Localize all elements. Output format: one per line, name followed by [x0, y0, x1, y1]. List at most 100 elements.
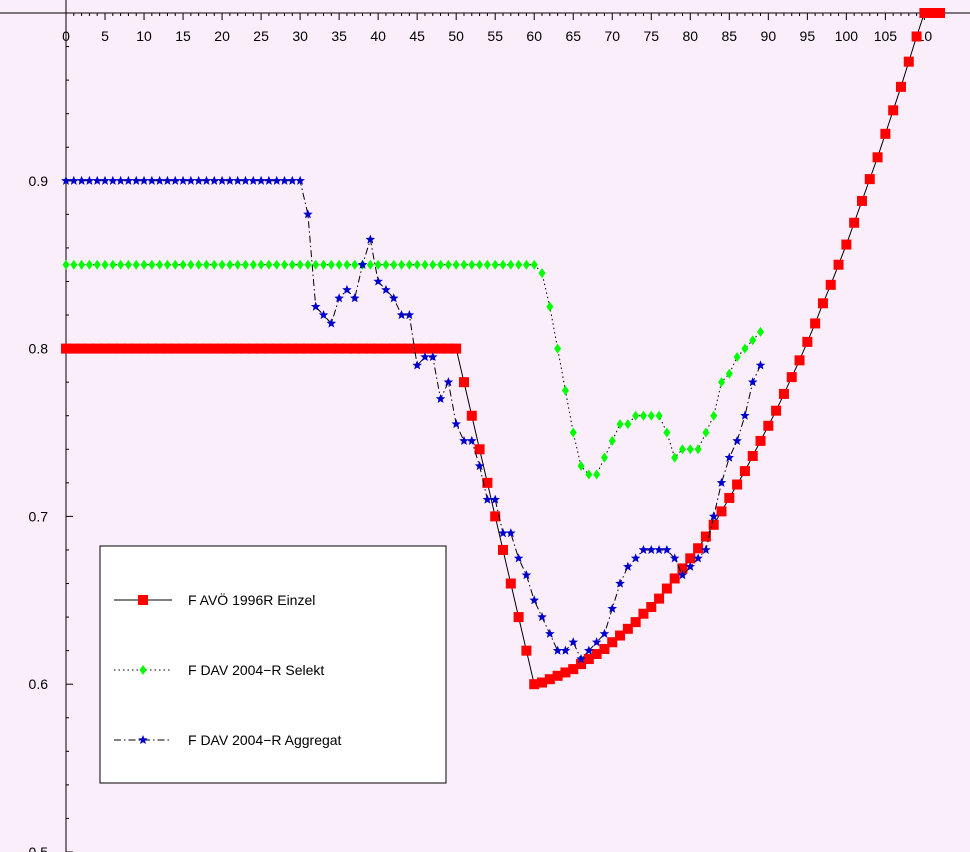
- data-point: [663, 427, 671, 438]
- data-point: [390, 259, 398, 270]
- data-point: [154, 175, 165, 185]
- data-point: [162, 343, 173, 354]
- data-point: [474, 444, 485, 455]
- data-point: [560, 667, 571, 678]
- data-point: [678, 444, 686, 455]
- legend-label: F AVÖ 1996R Einzel: [188, 591, 315, 608]
- data-point: [786, 372, 797, 383]
- data-point: [841, 239, 852, 250]
- data-point: [724, 452, 735, 462]
- data-point: [115, 343, 126, 354]
- data-point: [428, 351, 438, 362]
- data-point: [825, 279, 836, 290]
- data-point: [256, 343, 267, 354]
- data-point: [638, 608, 649, 619]
- legend-label: F DAV 2004−R Selekt: [188, 662, 324, 678]
- data-point: [919, 8, 930, 18]
- data-point: [662, 544, 672, 555]
- data-point: [733, 351, 741, 362]
- data-point: [240, 175, 251, 185]
- data-point: [747, 450, 758, 461]
- data-point: [499, 259, 507, 270]
- data-point: [817, 298, 828, 309]
- data-point: [279, 175, 290, 185]
- data-point: [654, 544, 664, 555]
- data-point: [451, 419, 461, 429]
- data-point: [398, 259, 406, 270]
- data-point: [513, 553, 524, 563]
- data-point: [310, 301, 321, 311]
- x-tick-label: 55: [487, 28, 503, 44]
- data-point: [498, 544, 508, 555]
- data-point: [287, 175, 298, 185]
- series-3: [61, 175, 766, 664]
- x-tick-label: 50: [448, 28, 464, 44]
- data-point: [498, 528, 508, 538]
- data-point: [763, 420, 774, 431]
- legend-marker: [138, 735, 148, 745]
- data-point: [273, 259, 281, 270]
- x-tick-label: 45: [409, 28, 425, 44]
- data-point: [170, 175, 181, 185]
- data-point: [201, 175, 212, 185]
- data-point: [163, 259, 171, 270]
- data-point: [178, 175, 188, 185]
- data-point: [193, 175, 204, 185]
- data-point: [429, 259, 437, 270]
- x-tick-label: 95: [800, 28, 816, 44]
- data-point: [646, 602, 657, 613]
- data-point: [224, 343, 235, 354]
- y-tick-label: 0.9: [29, 173, 49, 189]
- data-point: [593, 469, 601, 480]
- data-point: [341, 343, 352, 354]
- data-point: [232, 343, 243, 354]
- data-point: [209, 175, 220, 185]
- data-point: [749, 335, 757, 346]
- data-point: [78, 259, 86, 270]
- data-point: [349, 343, 360, 354]
- data-point: [249, 259, 257, 270]
- data-point: [718, 377, 725, 388]
- data-point: [343, 259, 351, 270]
- data-point: [396, 310, 407, 320]
- data-point: [382, 259, 390, 270]
- x-tick-label: 0: [62, 28, 70, 44]
- data-point: [437, 259, 445, 270]
- data-point: [326, 343, 337, 354]
- data-point: [193, 343, 204, 354]
- data-point: [171, 259, 179, 270]
- data-point: [669, 553, 680, 563]
- data-point: [131, 175, 141, 185]
- data-point: [265, 259, 273, 270]
- data-point: [76, 343, 87, 354]
- data-point: [554, 343, 562, 354]
- data-point: [109, 259, 117, 270]
- data-point: [302, 343, 313, 354]
- data-point: [351, 259, 359, 270]
- legend-box: [99, 545, 447, 784]
- data-point: [373, 276, 383, 286]
- data-point: [263, 343, 274, 354]
- data-point: [482, 494, 493, 504]
- data-point: [226, 259, 234, 270]
- data-point: [755, 360, 766, 370]
- data-point: [296, 259, 304, 270]
- data-point: [927, 8, 938, 18]
- data-point: [530, 259, 538, 270]
- data-point: [295, 343, 306, 354]
- data-point: [708, 519, 719, 530]
- data-point: [303, 209, 313, 219]
- data-point: [279, 343, 290, 354]
- data-point: [257, 259, 265, 270]
- data-point: [451, 343, 462, 354]
- data-point: [757, 326, 765, 337]
- data-point: [507, 259, 515, 270]
- data-point: [474, 461, 485, 471]
- x-tick-label: 60: [526, 28, 542, 44]
- x-tick-label: 100: [835, 28, 859, 44]
- data-point: [459, 435, 469, 445]
- data-point: [544, 674, 555, 685]
- data-point: [655, 410, 663, 421]
- data-point: [529, 595, 539, 605]
- data-point: [561, 385, 569, 396]
